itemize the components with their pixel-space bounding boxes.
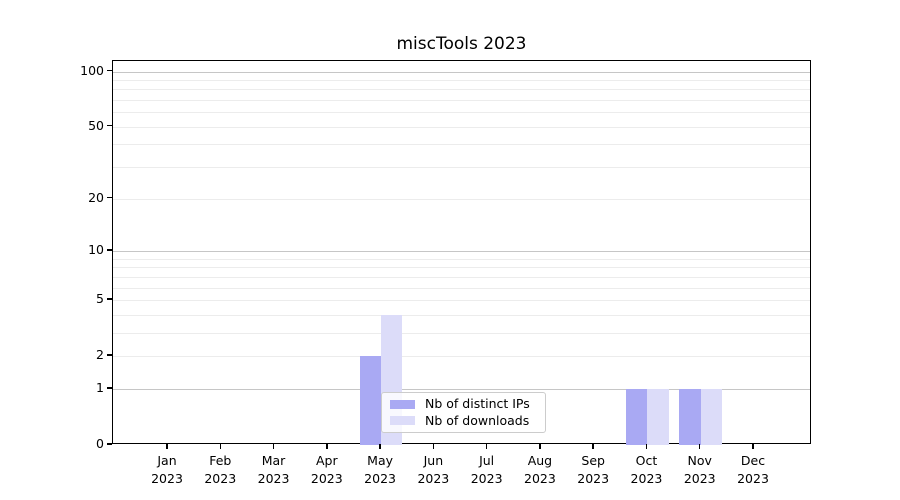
- gridline-minor: [113, 112, 810, 114]
- gridline-minor: [113, 198, 810, 200]
- bar-distinct-ips: [359, 356, 382, 445]
- y-tick-mark: [107, 443, 112, 445]
- gridline-minor: [113, 299, 810, 301]
- y-tick-label: 10: [88, 241, 104, 257]
- gridline-minor: [113, 89, 810, 91]
- plot-area: [112, 60, 811, 445]
- x-tick-label: May 2023: [364, 453, 396, 487]
- legend: Nb of distinct IPs Nb of downloads: [381, 392, 546, 433]
- x-tick-label: Dec 2023: [737, 453, 769, 487]
- gridline-minor: [113, 144, 810, 146]
- x-tick-label: Mar 2023: [257, 453, 290, 487]
- y-tick-label: 100: [80, 62, 104, 78]
- legend-label-downloads: Nb of downloads: [425, 412, 530, 428]
- gridline-minor: [113, 100, 810, 102]
- x-tick-label: Feb 2023: [204, 453, 237, 487]
- gridline-minor: [113, 314, 810, 316]
- legend-entry-distinct-ips: Nb of distinct IPs: [390, 396, 537, 411]
- legend-swatch-distinct-ips: [390, 399, 415, 409]
- x-tick-label: Sep 2023: [577, 453, 610, 487]
- y-tick-mark: [107, 69, 112, 72]
- gridline-minor: [113, 258, 810, 260]
- x-tick-mark: [326, 444, 328, 449]
- gridline-minor: [113, 332, 810, 334]
- x-tick-label: Oct 2023: [630, 453, 663, 487]
- gridline-minor: [113, 356, 810, 358]
- y-tick-label: 0: [96, 436, 104, 451]
- bar-downloads: [647, 388, 669, 445]
- x-tick-mark: [539, 444, 541, 449]
- x-tick-label: Jun 2023: [417, 453, 450, 487]
- x-tick-mark: [485, 444, 488, 449]
- x-tick-mark: [219, 444, 221, 449]
- bar-downloads: [700, 388, 723, 445]
- x-tick-mark: [379, 444, 381, 449]
- y-tick-mark: [107, 354, 112, 356]
- bar-distinct-ips: [679, 388, 701, 445]
- x-tick-mark: [166, 444, 168, 449]
- x-tick-mark: [592, 444, 594, 449]
- legend-label-distinct-ips: Nb of distinct IPs: [425, 396, 530, 411]
- gridline-minor: [113, 126, 810, 128]
- y-tick-label: 5: [96, 290, 104, 306]
- gridline-major: [113, 388, 810, 390]
- x-tick-label: Aug 2023: [524, 453, 556, 487]
- gridline-minor: [113, 267, 810, 269]
- gridline-minor: [113, 287, 810, 289]
- gridline-minor: [113, 79, 810, 81]
- y-tick-mark: [107, 125, 112, 127]
- bar-distinct-ips: [626, 388, 648, 445]
- x-tick-label: Jan 2023: [151, 453, 183, 487]
- x-tick-label: Jul 2023: [470, 453, 503, 487]
- x-tick-mark: [699, 444, 701, 449]
- y-tick-mark: [107, 298, 112, 300]
- x-tick-label: Apr 2023: [310, 453, 343, 487]
- legend-entry-downloads: Nb of downloads: [390, 412, 537, 428]
- y-tick-label: 50: [88, 117, 104, 133]
- y-tick-mark: [107, 387, 112, 389]
- gridline-minor: [113, 167, 810, 169]
- y-tick-label: 2: [96, 347, 104, 363]
- y-tick-mark: [107, 249, 112, 251]
- x-tick-mark: [752, 444, 754, 449]
- y-tick-label: 1: [96, 379, 104, 395]
- y-tick-mark: [107, 196, 112, 199]
- gridline-minor: [113, 276, 810, 278]
- x-tick-mark: [272, 444, 275, 449]
- legend-swatch-downloads: [390, 416, 415, 426]
- chart-title: miscTools 2023: [396, 34, 527, 54]
- gridline-major: [113, 71, 810, 73]
- x-tick-mark: [432, 444, 435, 449]
- gridline-major: [113, 250, 810, 252]
- y-tick-label: 20: [88, 189, 104, 205]
- x-tick-mark: [645, 444, 648, 449]
- x-tick-label: Nov 2023: [683, 453, 716, 487]
